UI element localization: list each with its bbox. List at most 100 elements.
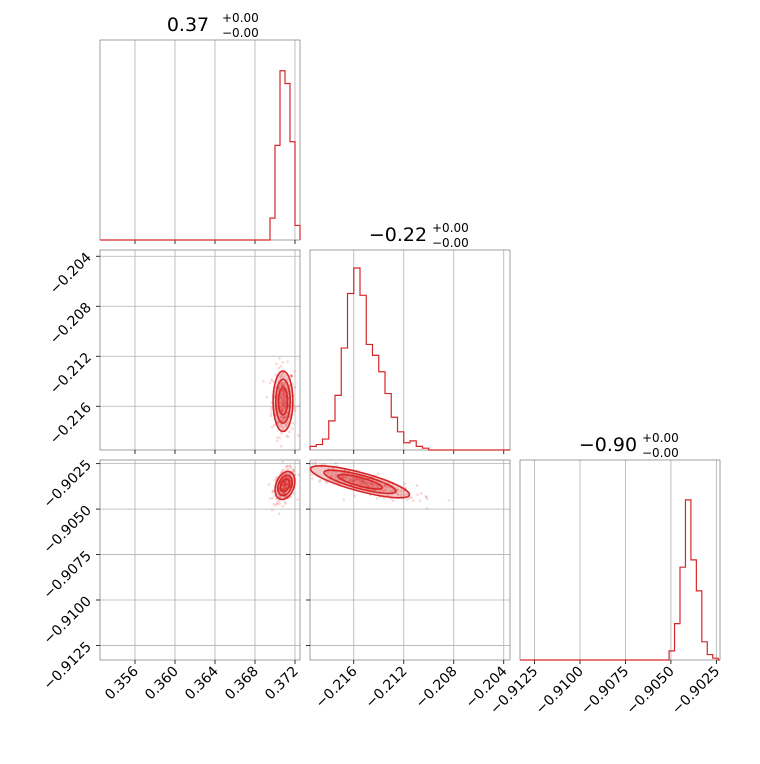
- sample-point: [268, 381, 272, 385]
- sample-point: [285, 386, 289, 390]
- sample-point: [281, 487, 284, 491]
- sample-point: [283, 383, 286, 387]
- sample-point: [354, 477, 357, 481]
- sample-point: [270, 508, 274, 512]
- sample-point: [425, 495, 428, 499]
- sample-point: [282, 393, 285, 396]
- sample-point: [265, 395, 269, 399]
- sample-point: [292, 469, 295, 473]
- sample-point: [324, 480, 328, 484]
- sample-point: [343, 476, 347, 480]
- sample-point: [282, 418, 285, 422]
- x-tick-label: 0.368: [222, 664, 262, 704]
- sample-point: [273, 478, 277, 482]
- y-tick-label: −0.204: [47, 250, 95, 298]
- pair-2-3: [309, 461, 451, 510]
- sample-point: [285, 465, 288, 469]
- sample-point: [283, 401, 286, 404]
- sample-point: [340, 476, 344, 479]
- sample-point: [370, 483, 373, 486]
- y-tick-label: −0.9100: [41, 594, 95, 648]
- histogram-1: [100, 70, 301, 241]
- y-tick-label: −0.212: [47, 350, 95, 398]
- title-value: 0.37: [167, 14, 209, 36]
- sample-point: [284, 402, 287, 406]
- sample-point: [272, 502, 276, 506]
- sample-point: [279, 394, 283, 397]
- sample-point: [410, 496, 413, 499]
- sample-point: [311, 462, 314, 465]
- sample-point: [283, 416, 287, 420]
- sample-point: [292, 492, 295, 495]
- sample-point: [297, 434, 300, 437]
- x-tick-label: 0.360: [142, 664, 182, 704]
- sample-point: [364, 482, 368, 486]
- sample-point: [419, 492, 423, 495]
- sample-point: [284, 483, 288, 486]
- sample-point: [352, 480, 355, 483]
- sample-point: [283, 480, 287, 483]
- sample-point: [392, 489, 395, 492]
- sample-point: [279, 431, 283, 435]
- sample-point: [447, 499, 451, 502]
- sample-point: [284, 422, 288, 426]
- sample-point: [293, 409, 297, 413]
- sample-point: [279, 381, 283, 385]
- sample-point: [275, 362, 278, 366]
- sample-point: [280, 395, 283, 399]
- sample-point: [365, 481, 369, 484]
- contour-level: [323, 469, 397, 495]
- sample-point: [279, 445, 283, 448]
- x-tick-label: −0.9075: [578, 664, 632, 718]
- sample-point: [376, 484, 379, 488]
- sample-point: [279, 424, 283, 427]
- contour-level: [275, 378, 292, 425]
- sample-point: [282, 390, 286, 393]
- sample-point: [389, 490, 393, 493]
- sample-point: [284, 476, 287, 479]
- sample-point: [283, 398, 286, 401]
- sample-point: [280, 382, 284, 385]
- sample-point: [284, 483, 288, 486]
- sample-point: [272, 423, 276, 427]
- sample-point: [280, 400, 284, 403]
- sample-point: [281, 408, 284, 411]
- sample-point: [280, 418, 283, 422]
- sample-point: [280, 408, 284, 412]
- panel-frame: [519, 459, 721, 661]
- sample-point: [395, 492, 399, 496]
- sample-point: [281, 405, 285, 408]
- sample-point: [276, 421, 280, 424]
- sample-point: [318, 478, 322, 482]
- sample-point: [273, 494, 276, 497]
- sample-point: [360, 480, 364, 484]
- sample-point: [334, 476, 338, 480]
- sample-point: [349, 478, 353, 482]
- panel-title-2: −0.22 +0.00−0.00: [369, 221, 469, 250]
- sample-point: [355, 478, 359, 482]
- sample-point: [270, 406, 274, 410]
- sample-point: [271, 496, 274, 500]
- sample-point: [296, 498, 299, 501]
- sample-point: [289, 466, 293, 470]
- sample-point: [425, 507, 429, 510]
- sample-point: [292, 468, 296, 472]
- sample-point: [271, 379, 275, 383]
- y-tick-label: −0.208: [47, 300, 95, 348]
- sample-point: [282, 487, 286, 491]
- sample-point: [282, 484, 286, 488]
- sample-point: [282, 487, 286, 490]
- sample-point: [280, 406, 283, 409]
- y-tick-label: −0.9050: [41, 503, 95, 557]
- sample-point: [376, 486, 379, 489]
- panel-title-1: 0.37 +0.00−0.00: [167, 11, 259, 40]
- sample-point: [281, 400, 284, 404]
- sample-point: [416, 493, 419, 496]
- sample-point: [391, 499, 395, 503]
- sample-point: [283, 415, 287, 419]
- title-upper-error: +0.00: [222, 11, 259, 25]
- sample-point: [294, 406, 297, 410]
- sample-point: [334, 471, 338, 474]
- sample-point: [366, 485, 370, 488]
